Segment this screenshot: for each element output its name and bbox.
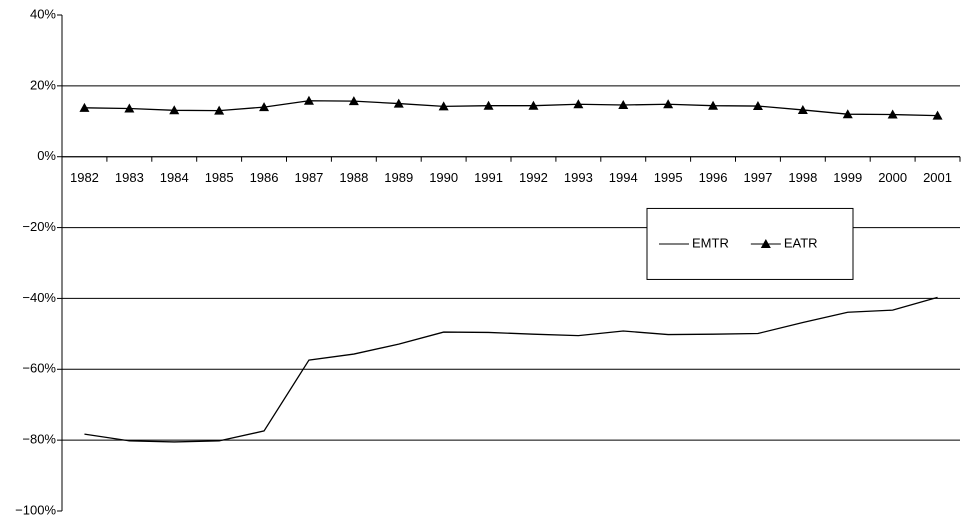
marker <box>752 101 763 111</box>
marker <box>79 102 90 112</box>
marker <box>797 104 808 114</box>
x-tick-label: 1988 <box>339 170 368 185</box>
marker <box>483 100 494 110</box>
marker <box>842 109 853 119</box>
marker <box>528 100 539 110</box>
marker <box>887 109 898 119</box>
x-tick-label: 1983 <box>115 170 144 185</box>
x-tick-label: 1994 <box>609 170 638 185</box>
x-tick-label: 1999 <box>833 170 862 185</box>
marker <box>932 110 943 120</box>
x-tick-label: 1990 <box>429 170 458 185</box>
marker <box>708 100 719 110</box>
y-tick-label: −60% <box>22 361 56 376</box>
x-tick-label: 1984 <box>160 170 189 185</box>
x-tick-label: 1998 <box>788 170 817 185</box>
y-tick-label: 0% <box>37 148 56 163</box>
marker <box>348 96 359 106</box>
marker <box>124 103 135 113</box>
y-tick-label: 40% <box>30 6 56 21</box>
y-tick-label: 20% <box>30 77 56 92</box>
x-tick-label: 1997 <box>743 170 772 185</box>
marker <box>259 102 270 112</box>
x-tick-label: 1992 <box>519 170 548 185</box>
y-tick-label: −80% <box>22 432 56 447</box>
x-tick-label: 1986 <box>250 170 279 185</box>
legend-label: EATR <box>784 235 818 250</box>
x-tick-label: 2001 <box>923 170 952 185</box>
x-tick-label: 1985 <box>205 170 234 185</box>
y-tick-label: −40% <box>22 290 56 305</box>
x-tick-label: 1995 <box>654 170 683 185</box>
marker <box>303 95 314 105</box>
marker <box>438 101 449 111</box>
marker <box>393 98 404 108</box>
x-tick-label: 1987 <box>294 170 323 185</box>
y-tick-label: −20% <box>22 219 56 234</box>
x-tick-label: 1993 <box>564 170 593 185</box>
x-tick-label: 1982 <box>70 170 99 185</box>
x-tick-label: 2000 <box>878 170 907 185</box>
marker <box>169 105 180 115</box>
y-tick-label: −100% <box>15 502 56 515</box>
marker <box>573 99 584 109</box>
series-line <box>84 100 938 117</box>
marker <box>214 105 225 115</box>
x-tick-label: 1996 <box>699 170 728 185</box>
series-line <box>84 296 938 443</box>
legend-marker <box>760 238 771 248</box>
x-tick-label: 1989 <box>384 170 413 185</box>
legend-label: EMTR <box>692 235 729 250</box>
legend: EMTR EATR <box>646 207 854 280</box>
marker <box>618 99 629 109</box>
marker <box>663 99 674 109</box>
x-tick-label: 1991 <box>474 170 503 185</box>
